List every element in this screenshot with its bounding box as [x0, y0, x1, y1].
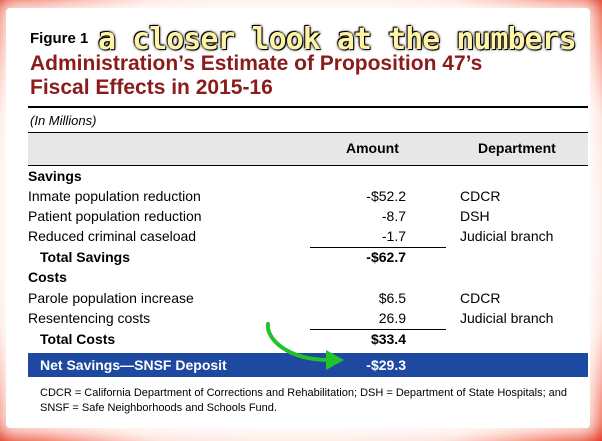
department-column-header: Department: [478, 140, 556, 156]
row-label: Resentencing costs: [28, 310, 151, 326]
total-costs-row: Total Costs $33.4: [6, 331, 590, 351]
overlay-caption: a closer look at the numbers: [98, 22, 577, 57]
table-row: Patient population reduction -8.7 DSH: [6, 208, 590, 228]
figure-title: Administration’s Estimate of Proposition…: [30, 52, 570, 100]
table-row: Resentencing costs 26.9 Judicial branch: [6, 310, 590, 330]
amount-column-header: Amount: [346, 140, 399, 156]
title-line-1: Administration’s Estimate of Proposition…: [30, 52, 483, 75]
row-amount: -$52.2: [366, 188, 406, 204]
top-rule: [28, 106, 588, 108]
row-department: Judicial branch: [460, 310, 554, 326]
header-rule: [28, 165, 588, 166]
table-row: Parole population increase $6.5 CDCR: [6, 290, 590, 310]
figure-card: Figure 1 a closer look at the numbers Ad…: [6, 8, 590, 428]
row-label: Patient population reduction: [28, 208, 202, 224]
row-label: Inmate population reduction: [28, 188, 201, 204]
figure-label: Figure 1: [30, 30, 89, 47]
row-department: CDCR: [460, 290, 501, 306]
row-amount: -8.7: [381, 208, 406, 224]
column-header-band: [28, 133, 588, 165]
net-savings-amount: -$29.3: [366, 357, 406, 373]
savings-heading: Savings: [28, 168, 82, 184]
table-row: Reduced criminal caseload -1.7 Judicial …: [6, 228, 590, 248]
total-savings-row: Total Savings -$62.7: [6, 249, 590, 269]
units-label: (In Millions): [30, 113, 97, 128]
costs-heading-row: Costs: [6, 269, 590, 289]
costs-heading: Costs: [28, 269, 67, 285]
row-department: DSH: [460, 208, 490, 224]
row-amount: -1.7: [381, 228, 406, 244]
total-savings-amount: -$62.7: [366, 249, 406, 265]
savings-heading-row: Savings: [6, 168, 590, 188]
row-department: Judicial branch: [460, 228, 554, 244]
footnote: CDCR = California Department of Correcti…: [40, 387, 568, 414]
row-amount: $6.5: [378, 290, 406, 306]
net-savings-label: Net Savings—SNSF Deposit: [40, 357, 227, 373]
title-line-2: Fiscal Effects in 2015-16: [30, 76, 273, 99]
curved-arrow-icon: [265, 322, 344, 370]
total-savings-label: Total Savings: [40, 249, 130, 265]
subtotal-rule: [310, 247, 446, 248]
subtotal-rule: [310, 329, 446, 330]
row-label: Parole population increase: [28, 290, 194, 306]
row-label: Reduced criminal caseload: [28, 228, 197, 244]
units-rule: [28, 132, 588, 133]
table-row: Inmate population reduction -$52.2 CDCR: [6, 188, 590, 208]
row-department: CDCR: [460, 188, 501, 204]
total-costs-amount: $33.4: [370, 331, 406, 347]
total-costs-label: Total Costs: [40, 331, 116, 347]
row-amount: 26.9: [378, 310, 406, 326]
